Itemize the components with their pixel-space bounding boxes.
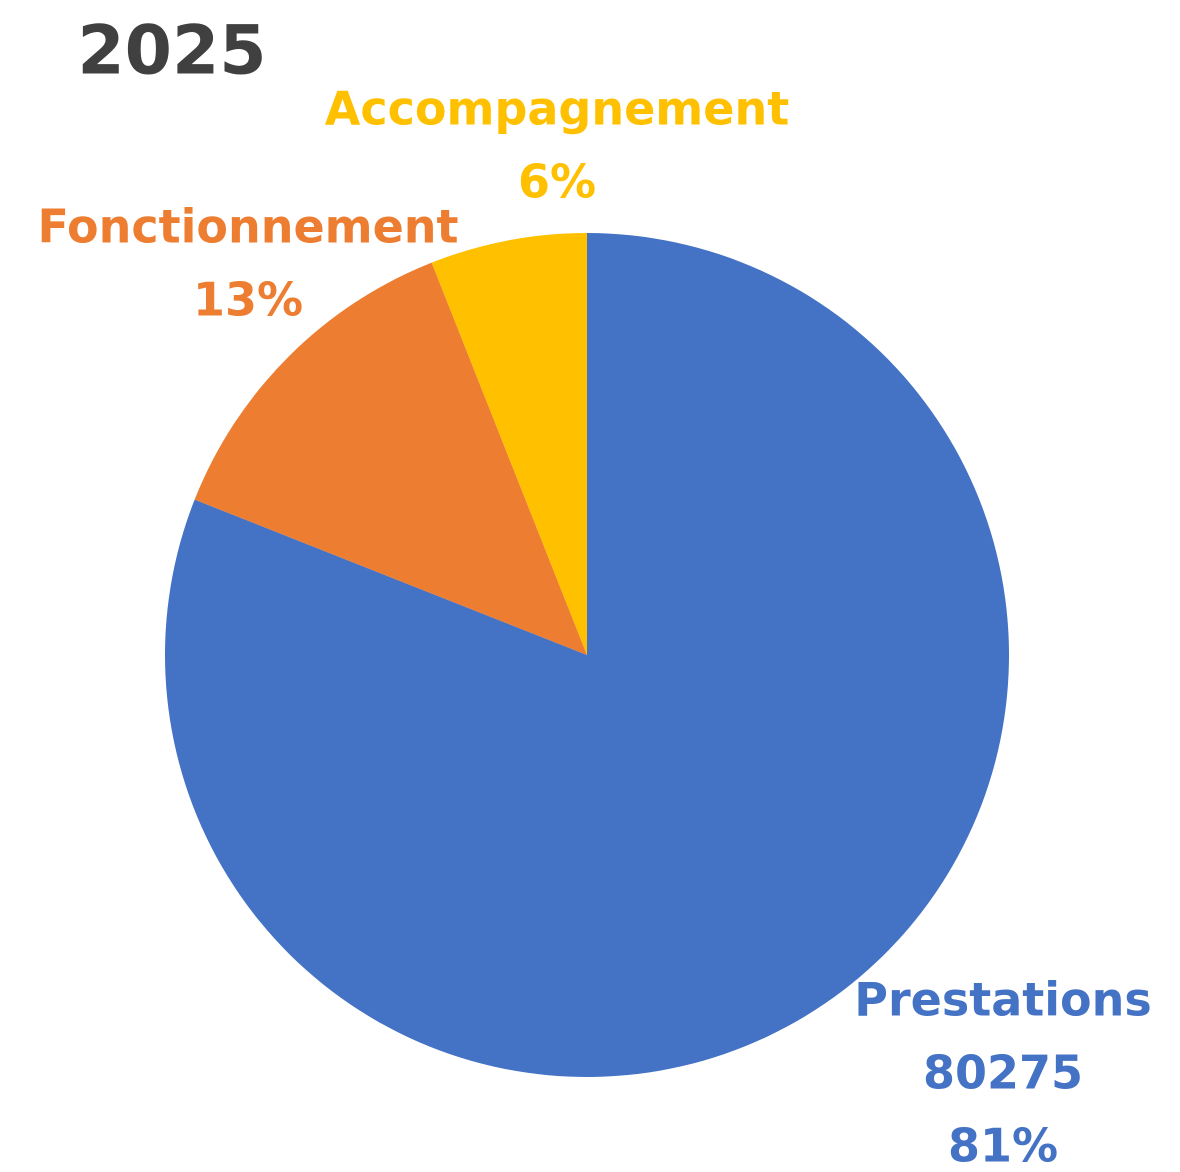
slice-amount: 80275: [923, 1046, 1083, 1100]
slice-percent: 6%: [518, 155, 596, 209]
slice-percent: 81%: [948, 1119, 1058, 1172]
chart-title: 2025: [77, 12, 266, 91]
slice-label: Prestations: [854, 973, 1152, 1027]
pie-slice: [194, 262, 587, 655]
pie-slice: [431, 233, 587, 655]
slice-label: Fonctionnement: [37, 200, 458, 254]
slice-percent: 13%: [193, 273, 303, 327]
slice-label: Accompagnement: [325, 82, 789, 136]
pie-slice: [165, 233, 1010, 1078]
